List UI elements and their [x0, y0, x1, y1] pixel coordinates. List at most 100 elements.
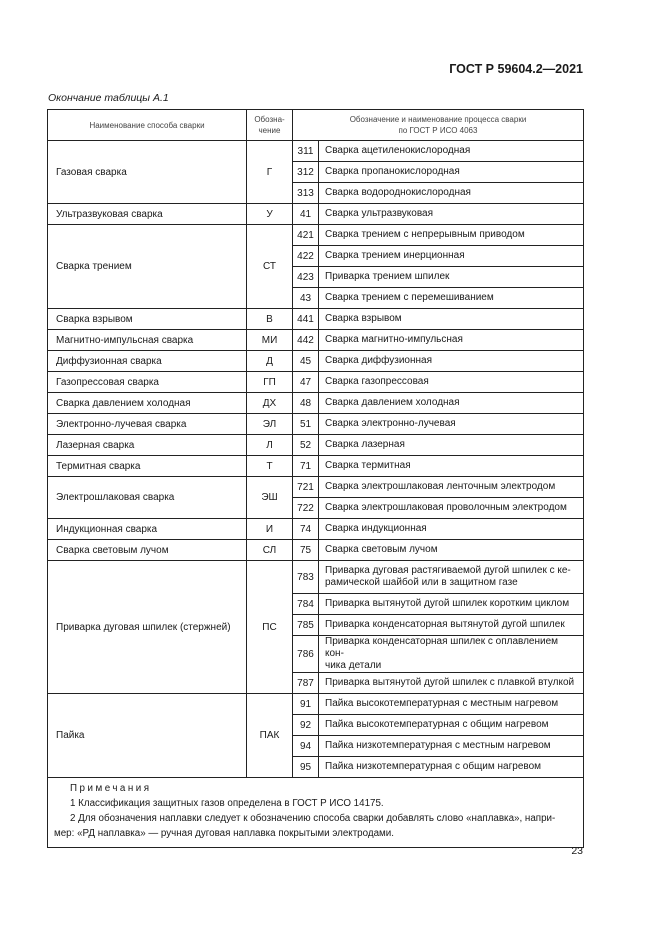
- process-name: Сварка диффузионная: [318, 350, 584, 372]
- process-number: 51: [292, 413, 319, 435]
- table-row: 94 Пайка низкотемпературная с местным наг…: [48, 735, 584, 757]
- process-name: Сварка магнитно-импульсная: [318, 329, 584, 351]
- table-row: Индукционная сварка И 74 Сварка индукционна…: [47, 518, 584, 540]
- method-code: Д: [246, 350, 293, 372]
- welding-methods-table: Наименование способа сварки Обозна- чени…: [47, 109, 584, 848]
- method-code: Т: [246, 455, 293, 477]
- method-code: И: [246, 518, 293, 540]
- table-row: 423 Приварка трением шпилек: [48, 266, 584, 288]
- notes-title: Примечания: [70, 783, 152, 794]
- process-number: 787: [292, 672, 319, 694]
- process-name: Сварка давлением холодная: [318, 392, 584, 414]
- process-number: 43: [292, 287, 319, 309]
- process-name: Приварка вытянутой дугой шпилек с плавко…: [318, 672, 584, 694]
- table-header-row: Наименование способа сварки Обозна- чени…: [47, 109, 584, 141]
- note-item: 1 Классификация защитных газов определен…: [70, 798, 384, 809]
- process-number: 52: [292, 434, 319, 456]
- process-number: 423: [292, 266, 319, 288]
- method-name: Газопрессовая сварка: [47, 371, 247, 393]
- process-number: 94: [292, 735, 319, 757]
- method-code: ПАК: [246, 693, 293, 778]
- process-name: Сварка электронно-лучевая: [318, 413, 584, 435]
- process-name: Пайка высокотемпературная с общим нагрев…: [318, 714, 584, 736]
- process-number: 721: [292, 476, 319, 498]
- method-name: Пайка: [47, 693, 247, 778]
- process-name: Приварка конденсаторная шпилек с оплавле…: [318, 635, 584, 673]
- method-name: Сварка давлением холодная: [47, 392, 247, 414]
- method-name: Электронно-лучевая сварка: [47, 413, 247, 435]
- process-name: Пайка низкотемпературная с местным нагре…: [318, 735, 584, 757]
- process-name: Пайка высокотемпературная с местным нагр…: [318, 693, 584, 715]
- column-header-process: Обозначение и наименование процесса свар…: [292, 109, 584, 141]
- process-name: Сварка световым лучом: [318, 539, 584, 561]
- method-code: ГП: [246, 371, 293, 393]
- method-code: СТ: [246, 224, 293, 309]
- process-name: Сварка взрывом: [318, 308, 584, 330]
- method-name: Диффузионная сварка: [47, 350, 247, 372]
- process-name: Сварка трением с непрерывным приводом: [318, 224, 584, 246]
- table-row: Приварка дуговая шпилек (стержней) ПС 783 П…: [47, 560, 584, 694]
- table-row: Сварка трением СТ 421 Сварка трением с непр…: [47, 224, 584, 309]
- table-row: Ультразвуковая сварка У 41 Сварка ультразву…: [47, 203, 584, 225]
- method-name: Сварка взрывом: [47, 308, 247, 330]
- method-name: Приварка дуговая шпилек (стержней): [47, 560, 247, 694]
- method-name: Лазерная сварка: [47, 434, 247, 456]
- process-number: 786: [292, 635, 319, 673]
- process-name: Сварка газопрессовая: [318, 371, 584, 393]
- process-number: 421: [292, 224, 319, 246]
- process-number: 784: [292, 593, 319, 615]
- table-row: 95 Пайка низкотемпературная с общим нагре…: [48, 756, 584, 778]
- table-row: Диффузионная сварка Д 45 Сварка диффузионна…: [47, 350, 584, 372]
- method-name: Ультразвуковая сварка: [47, 203, 247, 225]
- notes: Примечания 1 Классификация защитных газов…: [47, 777, 584, 848]
- process-number: 312: [292, 161, 319, 183]
- method-name: Магнитно-импульсная сварка: [47, 329, 247, 351]
- table-row: 92 Пайка высокотемпературная с общим нагр…: [48, 714, 584, 736]
- method-name: Сварка световым лучом: [47, 539, 247, 561]
- table-row: Пайка ПАК 91 Пайка высокотемпературная с ме…: [47, 693, 584, 778]
- process-name: Приварка вытянутой дугой шпилек коротким…: [318, 593, 584, 615]
- process-number: 785: [292, 614, 319, 636]
- table-row: Газовая сварка Г 311 Сварка ацетиленокислор…: [47, 140, 584, 204]
- process-number: 783: [292, 560, 319, 594]
- table-row: Электрошлаковая сварка ЭШ 721 Сварка электр…: [47, 476, 584, 519]
- notes-row: Примечания 1 Классификация защитных газов…: [47, 777, 584, 848]
- note-item: 2 Для обозначения наплавки следует к обо…: [54, 813, 556, 839]
- table-row: 785 Приварка конденсаторная вытянутой дуг…: [48, 614, 584, 636]
- process-number: 48: [292, 392, 319, 414]
- column-header-method: Наименование способа сварки: [47, 109, 247, 141]
- table-caption: Окончание таблицы А.1: [48, 92, 169, 104]
- method-code: Л: [246, 434, 293, 456]
- process-name: Сварка электрошлаковая проволочным элект…: [318, 497, 584, 519]
- table-row: Магнитно-импульсная сварка МИ 442 Сварка ма…: [47, 329, 584, 351]
- method-code: В: [246, 308, 293, 330]
- table-row: 43 Сварка трением с перемешиванием: [48, 287, 584, 309]
- process-name: Сварка индукционная: [318, 518, 584, 540]
- process-number: 311: [292, 140, 319, 162]
- process-name: Сварка водороднокислородная: [318, 182, 584, 204]
- page-number: 23: [571, 845, 583, 857]
- method-code: ЭЛ: [246, 413, 293, 435]
- method-code: МИ: [246, 329, 293, 351]
- process-number: 92: [292, 714, 319, 736]
- method-name: Электрошлаковая сварка: [47, 476, 247, 519]
- method-name: Сварка трением: [47, 224, 247, 309]
- table-row: Сварка давлением холодная ДХ 48 Сварка давл…: [47, 392, 584, 414]
- method-code: СЛ: [246, 539, 293, 561]
- method-code: ДХ: [246, 392, 293, 414]
- process-number: 91: [292, 693, 319, 715]
- process-name: Сварка трением инерционная: [318, 245, 584, 267]
- process-number: 41: [292, 203, 319, 225]
- document-code: ГОСТ Р 59604.2—2021: [449, 62, 583, 76]
- process-name: Сварка термитная: [318, 455, 584, 477]
- column-header-code: Обозна- чение: [246, 109, 293, 141]
- process-number: 441: [292, 308, 319, 330]
- process-name: Пайка низкотемпературная с общим нагрево…: [318, 756, 584, 778]
- process-name: Сварка ультразвуковая: [318, 203, 584, 225]
- process-name: Приварка дуговая растягиваемой дугой шпи…: [318, 560, 584, 594]
- process-number: 75: [292, 539, 319, 561]
- table-row: Лазерная сварка Л 52 Сварка лазерная: [47, 434, 584, 456]
- process-name: Сварка электрошлаковая ленточным электро…: [318, 476, 584, 498]
- process-name: Приварка трением шпилек: [318, 266, 584, 288]
- table-row: 786 Приварка конденсаторная шпилек с опла…: [48, 635, 584, 673]
